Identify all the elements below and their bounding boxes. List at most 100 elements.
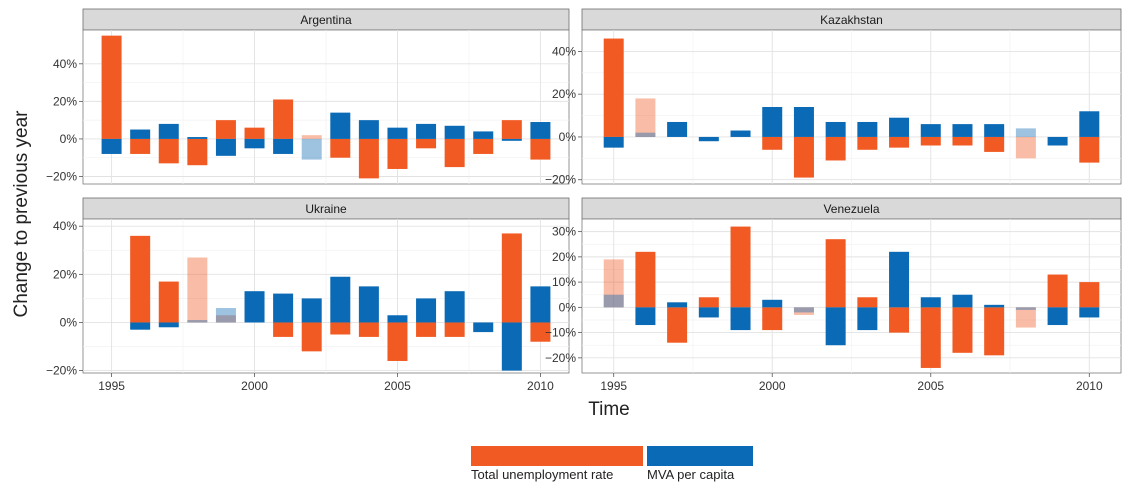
bar-mva bbox=[635, 307, 656, 326]
bar-unemployment bbox=[215, 315, 236, 323]
panel-ukraine: Ukraine −20% 0% 20% 40% 1995 2000 2005 2010 bbox=[46, 197, 570, 393]
legend-key-mva bbox=[647, 446, 753, 466]
y-tick-label: 0% bbox=[559, 300, 577, 314]
bar-mva bbox=[130, 129, 151, 139]
bar-mva bbox=[387, 127, 408, 139]
panel-title: Venezuela bbox=[823, 202, 879, 216]
bar-mva bbox=[530, 286, 551, 323]
bar-unemployment bbox=[889, 136, 910, 148]
bar-unemployment bbox=[158, 138, 179, 164]
bar-mva bbox=[387, 315, 408, 323]
panel-kazakhstan: Kazakhstan −20% 0% 20% 40% bbox=[545, 8, 1122, 187]
y-tick-label: 40% bbox=[552, 44, 576, 58]
bar-unemployment bbox=[158, 281, 179, 323]
bar-mva bbox=[825, 121, 846, 137]
x-tick-label: 2005 bbox=[384, 379, 411, 393]
bar-mva bbox=[273, 138, 294, 154]
legend-key-unemployment bbox=[471, 446, 643, 466]
panel-argentina: Argentina −20% 0% 20% 40% bbox=[46, 8, 570, 185]
panel-title: Kazakhstan bbox=[820, 13, 883, 27]
y-tick-label: −10% bbox=[545, 326, 576, 340]
y-tick-label: −20% bbox=[46, 364, 77, 378]
bar-mva bbox=[215, 138, 236, 156]
bar-unemployment bbox=[984, 307, 1005, 356]
bar-mva bbox=[530, 122, 551, 139]
x-tick-label: 2010 bbox=[1076, 379, 1103, 393]
x-tick-label: 2000 bbox=[241, 379, 268, 393]
bar-mva bbox=[501, 138, 522, 141]
bar-unemployment bbox=[301, 135, 322, 139]
bar-unemployment bbox=[952, 136, 973, 146]
y-tick-label: 40% bbox=[53, 57, 77, 71]
y-tick-label: 20% bbox=[53, 267, 77, 281]
bar-mva bbox=[825, 307, 846, 346]
bar-unemployment bbox=[215, 120, 236, 139]
y-tick-label: 20% bbox=[552, 250, 576, 264]
bar-mva bbox=[1015, 307, 1036, 310]
bar-unemployment bbox=[667, 307, 688, 343]
legend: Total unemployment rate MVA per capita bbox=[471, 446, 753, 482]
bar-mva bbox=[603, 294, 624, 308]
bar-mva bbox=[952, 124, 973, 137]
panel-title: Ukraine bbox=[305, 202, 347, 216]
bar-mva bbox=[920, 297, 941, 308]
bar-mva bbox=[984, 124, 1005, 137]
bar-unemployment bbox=[301, 322, 322, 352]
bar-unemployment bbox=[635, 98, 656, 137]
bar-unemployment bbox=[330, 322, 351, 335]
bar-mva bbox=[473, 322, 494, 333]
bar-mva bbox=[635, 132, 656, 137]
legend-label-mva: MVA per capita bbox=[647, 467, 735, 482]
bar-mva bbox=[158, 123, 179, 139]
bar-unemployment bbox=[444, 138, 465, 168]
y-tick-label: 40% bbox=[53, 219, 77, 233]
bar-mva bbox=[984, 304, 1005, 308]
bar-mva bbox=[501, 322, 522, 371]
bar-mva bbox=[273, 293, 294, 323]
bar-unemployment bbox=[130, 235, 151, 323]
bar-mva bbox=[857, 307, 878, 331]
bar-mva bbox=[603, 136, 624, 148]
bar-mva bbox=[698, 136, 719, 142]
bar-mva bbox=[1079, 307, 1100, 318]
y-tick-label: −20% bbox=[545, 351, 576, 365]
bar-mva bbox=[1047, 136, 1068, 146]
bar-unemployment bbox=[501, 120, 522, 139]
bar-unemployment bbox=[244, 127, 265, 139]
bar-mva bbox=[187, 320, 208, 323]
bar-mva bbox=[1047, 307, 1068, 326]
bar-mva bbox=[330, 276, 351, 323]
bar-unemployment bbox=[762, 136, 783, 150]
bar-mva bbox=[473, 131, 494, 139]
bar-unemployment bbox=[358, 138, 379, 179]
bar-mva bbox=[698, 307, 719, 318]
bar-mva bbox=[952, 294, 973, 308]
bar-unemployment bbox=[1015, 136, 1036, 159]
bar-unemployment bbox=[130, 138, 151, 154]
x-tick-label: 1995 bbox=[600, 379, 627, 393]
y-tick-label: 0% bbox=[559, 130, 577, 144]
bar-mva bbox=[330, 112, 351, 139]
bar-mva bbox=[101, 138, 122, 154]
bar-mva bbox=[301, 298, 322, 323]
bar-unemployment bbox=[793, 307, 814, 315]
bar-mva bbox=[358, 120, 379, 139]
bar-unemployment bbox=[857, 297, 878, 308]
bar-unemployment bbox=[416, 322, 437, 337]
bar-unemployment bbox=[857, 136, 878, 150]
bar-unemployment bbox=[501, 233, 522, 323]
legend-label-unemployment: Total unemployment rate bbox=[471, 467, 614, 482]
y-axis-label: Change to previous year bbox=[11, 110, 32, 318]
bar-mva bbox=[416, 298, 437, 323]
bar-unemployment bbox=[330, 138, 351, 158]
bar-unemployment bbox=[101, 35, 122, 139]
bar-mva bbox=[444, 291, 465, 323]
bar-unemployment bbox=[793, 136, 814, 178]
bar-mva bbox=[416, 123, 437, 139]
panel-venezuela: Venezuela −20% −10% 0% 10% 20% 30% 1995 2000 2005… bbox=[545, 197, 1122, 393]
bar-mva bbox=[301, 138, 322, 160]
bar-mva bbox=[158, 322, 179, 328]
y-tick-label: 20% bbox=[552, 87, 576, 101]
bar-unemployment bbox=[387, 322, 408, 361]
